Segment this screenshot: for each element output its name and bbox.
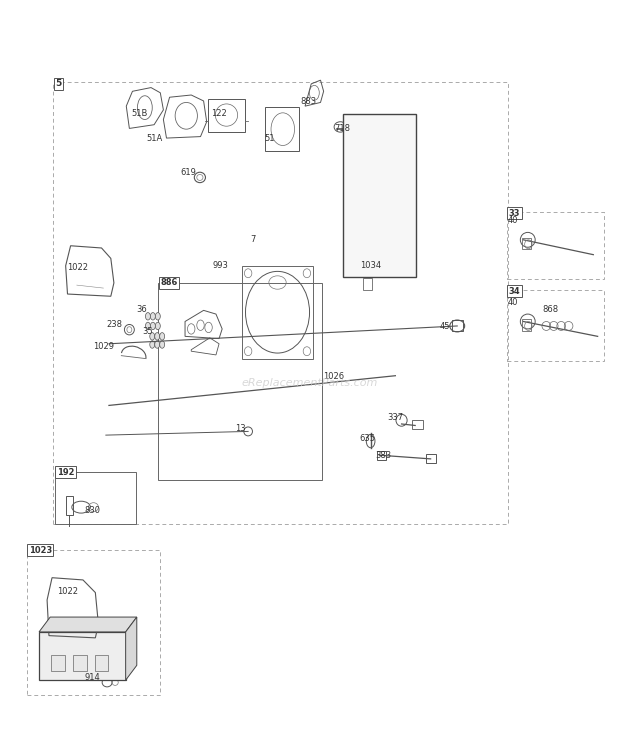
Bar <box>343 114 416 277</box>
Text: 383: 383 <box>375 451 391 460</box>
Text: 35: 35 <box>142 327 153 336</box>
Ellipse shape <box>151 322 156 330</box>
Ellipse shape <box>150 333 155 340</box>
Text: 122: 122 <box>211 109 227 118</box>
Text: 1026: 1026 <box>323 372 344 381</box>
Bar <box>55 472 136 525</box>
Bar <box>452 320 463 331</box>
Bar <box>427 454 436 463</box>
Bar <box>377 452 386 461</box>
Text: 830: 830 <box>84 506 100 515</box>
Text: 1034: 1034 <box>360 260 381 269</box>
Text: 36: 36 <box>136 305 147 314</box>
Polygon shape <box>126 617 137 680</box>
Text: 238: 238 <box>106 320 122 329</box>
Bar <box>66 496 73 515</box>
Bar <box>265 107 299 152</box>
Text: 51A: 51A <box>146 134 162 144</box>
Text: 883: 883 <box>301 97 317 106</box>
Text: 619: 619 <box>180 168 196 177</box>
Bar <box>242 266 313 359</box>
Bar <box>73 655 87 671</box>
Ellipse shape <box>155 341 160 348</box>
Bar <box>51 655 65 671</box>
Text: 5: 5 <box>55 80 61 89</box>
Text: 886: 886 <box>161 278 178 287</box>
Bar <box>159 283 322 480</box>
Bar <box>412 420 423 429</box>
Text: 993: 993 <box>213 260 228 269</box>
Text: eReplacementParts.com: eReplacementParts.com <box>242 378 378 388</box>
Bar <box>363 258 374 272</box>
Text: 34: 34 <box>508 286 520 295</box>
Ellipse shape <box>156 322 161 330</box>
Text: 51B: 51B <box>131 109 148 118</box>
Ellipse shape <box>146 322 151 330</box>
Bar <box>364 260 373 270</box>
Bar <box>208 99 245 132</box>
Text: 914: 914 <box>84 673 100 682</box>
Ellipse shape <box>156 312 161 320</box>
Text: 13: 13 <box>236 424 246 433</box>
Text: 635: 635 <box>359 434 375 443</box>
Text: 51: 51 <box>265 134 275 144</box>
Bar <box>521 319 531 331</box>
Bar <box>507 212 604 279</box>
Ellipse shape <box>155 333 160 340</box>
Text: 1029: 1029 <box>94 342 115 351</box>
Bar <box>27 551 160 695</box>
Text: 40: 40 <box>508 298 518 307</box>
Bar <box>363 278 373 290</box>
Bar <box>521 237 531 249</box>
Text: 337: 337 <box>388 414 404 423</box>
Text: 7: 7 <box>250 235 256 244</box>
Bar <box>373 213 389 231</box>
Ellipse shape <box>160 333 165 340</box>
Text: 33: 33 <box>508 208 520 217</box>
Ellipse shape <box>151 312 156 320</box>
Bar <box>507 290 604 361</box>
Text: 1022: 1022 <box>57 587 78 596</box>
Text: 40: 40 <box>508 216 518 225</box>
Text: 868: 868 <box>542 305 558 314</box>
Text: 1023: 1023 <box>29 545 52 555</box>
Text: 1022: 1022 <box>68 263 89 272</box>
Bar <box>53 83 508 525</box>
Ellipse shape <box>146 312 151 320</box>
Ellipse shape <box>160 341 165 348</box>
Bar <box>39 632 126 680</box>
Ellipse shape <box>150 341 155 348</box>
Bar <box>95 655 108 671</box>
Text: 192: 192 <box>57 468 74 477</box>
Polygon shape <box>39 617 137 632</box>
Text: 718: 718 <box>335 124 351 133</box>
Text: 45: 45 <box>440 322 450 331</box>
